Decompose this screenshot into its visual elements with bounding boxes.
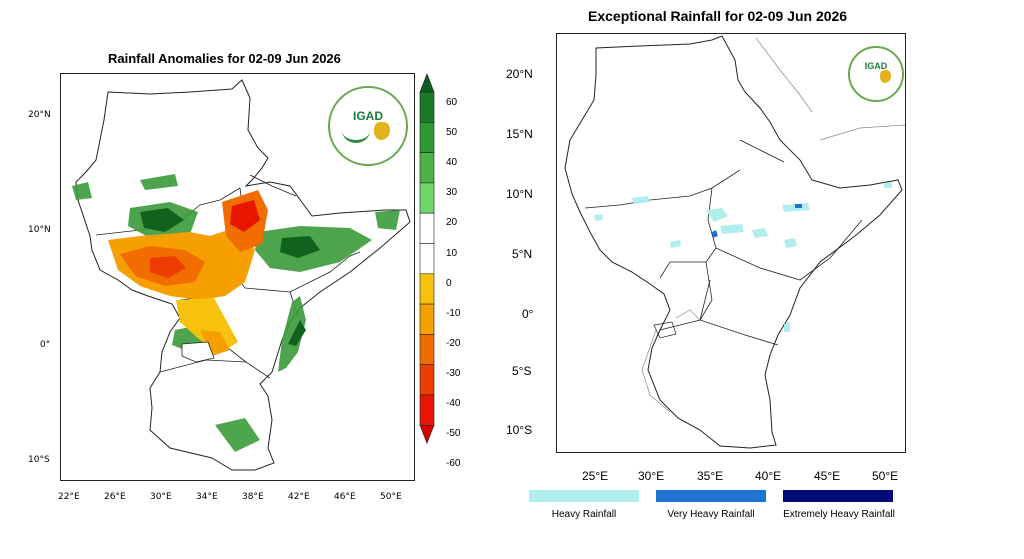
right-lon-tick-35E: 35°E [697, 469, 724, 483]
colorbar [419, 73, 435, 445]
left-lon-tick-26E: 26°E [104, 492, 126, 502]
left-lake [181, 341, 215, 363]
colorbar-label-20: 20 [446, 217, 458, 228]
legend-swatch-very-heavy [656, 490, 766, 502]
right-lake [653, 321, 677, 339]
right-lon-tick-30E: 30°E [638, 469, 665, 483]
right-heavy-rainfall-patches [594, 182, 892, 332]
legend-swatch-heavy [529, 490, 639, 502]
right-lat-tick-10N: 10°N [506, 187, 533, 201]
right-internal-borders [584, 139, 863, 346]
left-lon-tick-50E: 50°E [380, 492, 402, 502]
left-dark-green-patches [140, 208, 320, 346]
right-lat-tick-15N: 15°N [506, 127, 533, 141]
colorbar-label-neg30: -30 [446, 368, 461, 379]
colorbar-label-neg60: -60 [446, 458, 461, 469]
colorbar-label-neg10: -10 [446, 308, 461, 319]
legend-label-very-heavy: Very Heavy Rainfall [667, 509, 755, 520]
left-lat-tick-20N: 20°N [28, 110, 51, 120]
igad-logo-text-right: IGAD [864, 61, 888, 71]
right-lat-tick-5S: 5°S [512, 364, 532, 378]
igad-logo-left: IGAD [328, 86, 408, 166]
colorbar-label-neg40: -40 [446, 398, 461, 409]
right-very-heavy-rainfall-patches [712, 204, 802, 238]
laurel-icon [342, 118, 370, 143]
left-lon-tick-22E: 22°E [58, 492, 80, 502]
left-map-title: Rainfall Anomalies for 02-09 Jun 2026 [108, 51, 341, 66]
colorbar-label-40: 40 [446, 157, 458, 168]
right-lon-tick-25E: 25°E [582, 469, 609, 483]
colorbar-label-0: 0 [446, 278, 452, 289]
right-lon-tick-50E: 50°E [872, 469, 899, 483]
colorbar-bottom-arrow [419, 424, 435, 445]
colorbar-label-30: 30 [446, 187, 458, 198]
left-lon-tick-30E: 30°E [150, 492, 172, 502]
right-context-lines [641, 37, 906, 413]
colorbar-label-neg20: -20 [446, 338, 461, 349]
right-lat-tick-5N: 5°N [512, 247, 533, 261]
left-lon-tick-38E: 38°E [242, 492, 264, 502]
right-lat-tick-0: 0° [522, 307, 534, 321]
right-lat-tick-10S: 10°S [506, 423, 533, 437]
legend-label-heavy: Heavy Rainfall [551, 509, 617, 520]
colorbar-label-50: 50 [446, 127, 458, 138]
legend-swatch-extremely-heavy [783, 490, 893, 502]
left-lon-tick-34E: 34°E [196, 492, 218, 502]
right-map-title: Exceptional Rainfall for 02-09 Jun 2026 [588, 8, 848, 24]
right-map-frame [556, 33, 906, 453]
africa-map-icon-right [880, 70, 891, 83]
left-dry-patches [108, 190, 268, 356]
right-lon-tick-45E: 45°E [814, 469, 841, 483]
left-lat-tick-10N: 10°N [28, 225, 51, 235]
right-lat-tick-20N: 20°N [506, 67, 533, 81]
legend-label-extremely-heavy: Extremely Heavy Rainfall [783, 509, 895, 520]
colorbar-label-10: 10 [446, 248, 458, 259]
right-lon-tick-40E: 40°E [755, 469, 782, 483]
left-region-outline [75, 79, 411, 471]
igad-logo-right: IGAD [848, 46, 904, 102]
colorbar-label-neg50: -50 [446, 428, 461, 439]
left-lat-tick-0: 0° [40, 340, 51, 350]
africa-map-icon [374, 122, 390, 140]
right-region-outline [564, 35, 903, 449]
left-lon-tick-42E: 42°E [288, 492, 310, 502]
left-lat-tick-10S: 10°S [28, 455, 50, 465]
left-lon-tick-46E: 46°E [334, 492, 356, 502]
colorbar-label-60: 60 [446, 97, 458, 108]
